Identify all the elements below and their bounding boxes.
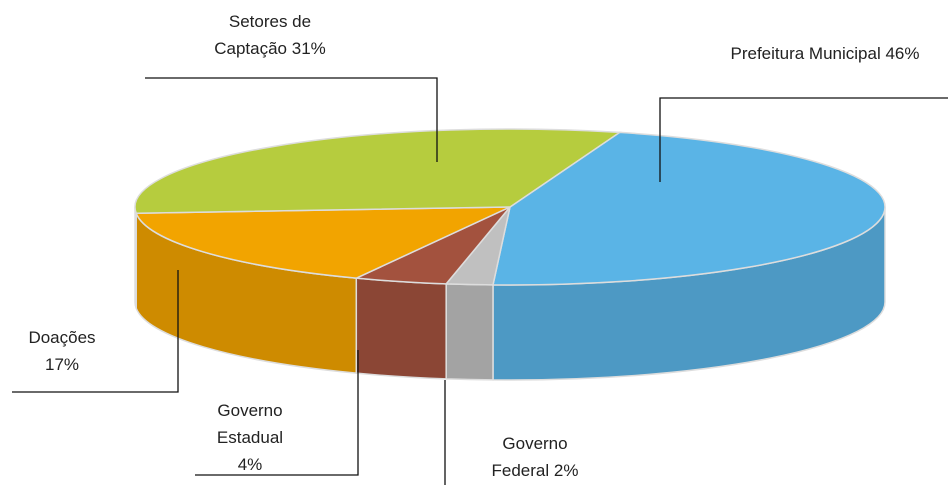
slice-label: Doações 17% bbox=[22, 324, 102, 378]
slice bbox=[134, 128, 622, 215]
slice-label: Governo Federal 2% bbox=[480, 430, 590, 484]
category-name: Prefeitura Municipal bbox=[730, 44, 881, 63]
slice-side bbox=[134, 206, 137, 309]
slice-tops bbox=[134, 128, 886, 286]
slice-side bbox=[355, 277, 447, 380]
category-name: Setores de Captação bbox=[214, 12, 312, 58]
leader-lines bbox=[12, 77, 948, 485]
value-label: 17% bbox=[44, 355, 80, 374]
leader-line bbox=[145, 77, 438, 162]
category-name: Governo Federal bbox=[491, 434, 568, 480]
leader-line bbox=[12, 270, 179, 393]
value-label: 4% bbox=[237, 455, 263, 474]
leader-line bbox=[195, 350, 359, 476]
category-name: Governo Estadual bbox=[216, 401, 284, 447]
slice bbox=[492, 131, 886, 286]
value-label: 46% bbox=[885, 44, 920, 63]
category-name: Doações bbox=[28, 328, 96, 347]
value-label: 31% bbox=[291, 39, 326, 58]
slice-label: Prefeitura Municipal 46% bbox=[730, 40, 920, 67]
leader-line bbox=[659, 97, 948, 182]
slice bbox=[135, 206, 511, 279]
slice-side bbox=[445, 283, 494, 381]
slice-label: Governo Estadual 4% bbox=[205, 397, 295, 478]
slice-sides bbox=[134, 206, 886, 381]
value-label: 2% bbox=[553, 461, 579, 480]
slice-label: Setores de Captação 31% bbox=[200, 8, 340, 62]
